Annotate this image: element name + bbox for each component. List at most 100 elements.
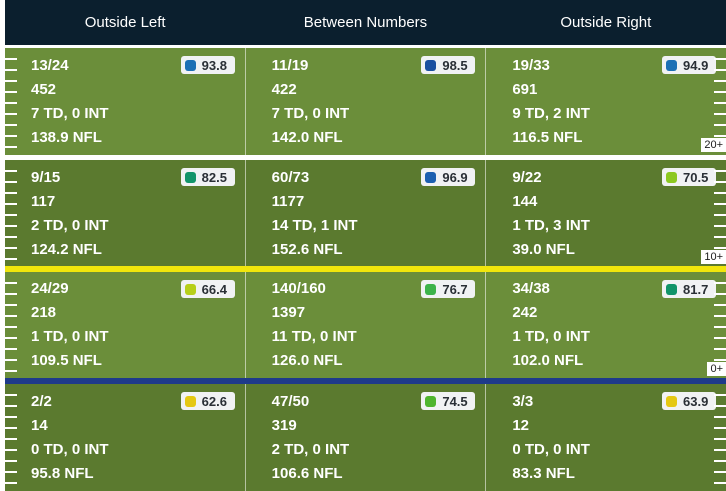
hash-mark xyxy=(714,282,726,284)
yards: 1177 xyxy=(271,193,305,210)
first-down-line xyxy=(5,266,726,272)
hash-mark xyxy=(714,304,726,306)
yards: 1397 xyxy=(271,304,306,321)
hash-mark xyxy=(714,337,726,339)
hash-mark xyxy=(714,460,726,462)
hash-mark xyxy=(714,438,726,440)
zone-cell[interactable]: 60/73 1177 14 TD, 1 INT 152.6 NFL 96.9 xyxy=(246,160,487,266)
hash-mark xyxy=(5,91,17,93)
nfl-rating: 152.6 NFL xyxy=(271,241,343,258)
hash-mark xyxy=(714,124,726,126)
grade-badge: 76.7 xyxy=(421,280,476,298)
hash-mark xyxy=(714,247,726,249)
header-between-numbers[interactable]: Between Numbers xyxy=(303,14,428,31)
grade-badge: 81.7 xyxy=(662,280,717,298)
grade-color-swatch xyxy=(184,283,196,295)
grade-badge: 74.5 xyxy=(421,392,476,410)
zone-stats: 19/33 691 9 TD, 2 INT 116.5 NFL xyxy=(512,54,590,150)
hash-mark xyxy=(714,394,726,396)
grade-color-swatch xyxy=(425,395,437,407)
grade-value: 94.9 xyxy=(683,57,709,73)
zone-cell[interactable]: 47/50 319 2 TD, 0 INT 106.6 NFL 74.5 xyxy=(246,384,487,491)
yard-marker-0: 0+ xyxy=(707,362,726,376)
header-outside-left[interactable]: Outside Left xyxy=(84,14,166,31)
zone-10-plus: 9/15 117 2 TD, 0 INT 124.2 NFL 82.5 60/7… xyxy=(5,160,726,266)
twenty-yard-line xyxy=(5,155,726,160)
yards: 14 xyxy=(31,417,48,434)
grade-value: 74.5 xyxy=(442,393,468,409)
comp-att: 3/3 xyxy=(512,393,534,410)
zone-cell[interactable]: 11/19 422 7 TD, 0 INT 142.0 NFL 98.5 xyxy=(246,48,487,155)
field: 13/24 452 7 TD, 0 INT 138.9 NFL 93.8 11/… xyxy=(5,45,726,491)
hash-mark xyxy=(714,427,726,429)
hash-mark xyxy=(5,282,17,284)
zone-cell[interactable]: 3/3 12 0 TD, 0 INT 83.3 NFL 63.9 xyxy=(486,384,726,491)
zone-cell[interactable]: 19/33 691 9 TD, 2 INT 116.5 NFL 94.9 xyxy=(486,48,726,155)
comp-att: 2/2 xyxy=(31,393,52,410)
zone-stats: 3/3 12 0 TD, 0 INT 83.3 NFL xyxy=(512,390,590,486)
hash-mark xyxy=(714,449,726,451)
zone-stats: 24/29 218 1 TD, 0 INT 109.5 NFL xyxy=(31,277,109,373)
hash-mark xyxy=(5,449,17,451)
grade-value: 98.5 xyxy=(442,57,468,73)
hash-mark xyxy=(5,181,17,183)
zone-stats: 2/2 14 0 TD, 0 INT 95.8 NFL xyxy=(31,390,109,486)
hash-mark xyxy=(5,427,17,429)
nfl-rating: 95.8 NFL xyxy=(31,465,94,482)
hash-mark xyxy=(714,203,726,205)
zone-stats: 9/22 144 1 TD, 3 INT 39.0 NFL xyxy=(512,166,590,262)
grade-value: 93.8 xyxy=(201,57,227,73)
comp-att: 11/19 xyxy=(271,57,309,74)
hash-mark xyxy=(714,326,726,328)
hash-mark xyxy=(5,394,17,396)
yard-marker-10: 10+ xyxy=(701,250,726,264)
zone-cell[interactable]: 9/15 117 2 TD, 0 INT 124.2 NFL 82.5 xyxy=(5,160,246,266)
comp-att: 60/73 xyxy=(271,169,310,186)
zone-stats: 13/24 452 7 TD, 0 INT 138.9 NFL xyxy=(31,54,109,150)
zone-cell[interactable]: 2/2 14 0 TD, 0 INT 95.8 NFL 62.6 xyxy=(5,384,246,491)
grade-badge: 98.5 xyxy=(421,56,476,74)
hash-mark xyxy=(5,258,17,260)
nfl-rating: 126.0 NFL xyxy=(271,352,343,369)
hash-mark xyxy=(5,247,17,249)
grade-color-swatch xyxy=(184,171,196,183)
td-int: 2 TD, 0 INT xyxy=(271,441,350,458)
hash-mark xyxy=(5,170,17,172)
header-outside-right[interactable]: Outside Right xyxy=(560,14,652,31)
zone-cell[interactable]: 140/160 1397 11 TD, 0 INT 126.0 NFL 76.7 xyxy=(246,272,487,378)
grade-value: 81.7 xyxy=(683,281,709,297)
yards: 12 xyxy=(512,417,530,434)
grade-badge: 66.4 xyxy=(180,280,235,298)
zone-cell[interactable]: 24/29 218 1 TD, 0 INT 109.5 NFL 66.4 xyxy=(5,272,246,378)
yard-marker-20: 20+ xyxy=(701,138,726,152)
hash-mark xyxy=(5,337,17,339)
yards: 242 xyxy=(512,304,538,321)
zone-behind-los: 2/2 14 0 TD, 0 INT 95.8 NFL 62.6 47/50 3… xyxy=(5,384,726,491)
yards: 218 xyxy=(31,304,57,321)
hash-mark xyxy=(5,293,17,295)
zone-cell[interactable]: 9/22 144 1 TD, 3 INT 39.0 NFL 70.5 xyxy=(486,160,726,266)
hash-mark xyxy=(714,170,726,172)
grade-badge: 63.9 xyxy=(662,392,717,410)
hash-mark xyxy=(5,113,17,115)
grade-color-swatch xyxy=(184,395,196,407)
hash-mark xyxy=(5,236,17,238)
hash-mark xyxy=(5,192,17,194)
nfl-rating: 83.3 NFL xyxy=(512,465,575,482)
hash-mark xyxy=(5,304,17,306)
zone-cell[interactable]: 13/24 452 7 TD, 0 INT 138.9 NFL 93.8 xyxy=(5,48,246,155)
comp-att: 24/29 xyxy=(31,280,69,297)
hash-mark xyxy=(714,293,726,295)
hash-mark xyxy=(714,135,726,137)
td-int: 7 TD, 0 INT xyxy=(31,105,109,122)
comp-att: 19/33 xyxy=(512,57,550,74)
comp-att: 13/24 xyxy=(31,57,69,74)
zone-stats: 47/50 319 2 TD, 0 INT 106.6 NFL xyxy=(272,390,350,486)
hash-mark xyxy=(5,58,17,60)
hash-mark xyxy=(5,225,17,227)
hash-mark xyxy=(5,359,17,361)
zone-cell[interactable]: 34/38 242 1 TD, 0 INT 102.0 NFL 81.7 xyxy=(486,272,726,378)
hash-mark xyxy=(5,482,17,484)
hash-mark xyxy=(5,348,17,350)
